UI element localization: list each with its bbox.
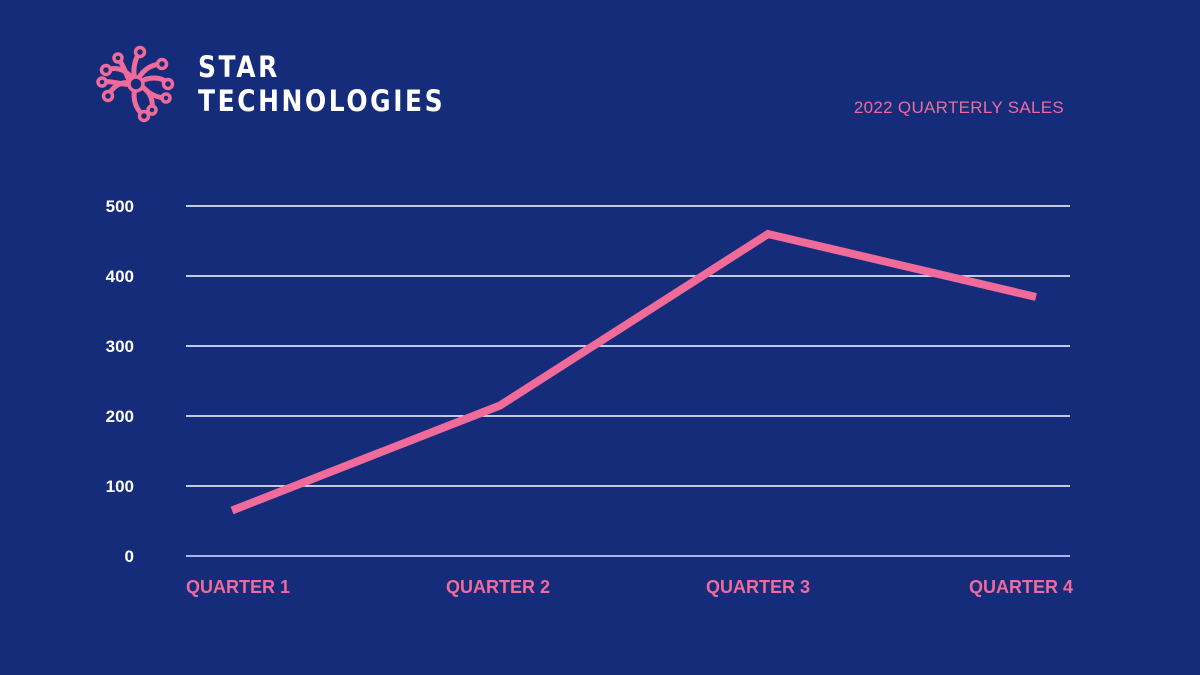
y-tick-label: 0 [125,547,134,566]
y-tick-label: 400 [106,267,134,286]
y-tick-label: 300 [106,337,134,356]
brand: STAR TECHNOLOGIES [88,36,485,132]
y-tick-label: 500 [106,197,134,216]
x-tick-label: QUARTER 4 [969,577,1073,597]
series-line-sales [230,229,1037,515]
brand-name-line1: STAR [198,50,280,84]
x-tick-label: QUARTER 3 [706,577,810,597]
y-tick-label: 200 [106,407,134,426]
x-tick-label: QUARTER 2 [446,577,550,597]
x-tick-label: QUARTER 1 [186,577,290,597]
chart-title: 2022 QUARTERLY SALES [853,98,1064,117]
brand-name-line2: TECHNOLOGIES [198,84,446,118]
circuit-flower-icon [96,45,175,123]
brand-name: STAR TECHNOLOGIES [198,50,445,118]
y-tick-label: 100 [106,477,134,496]
